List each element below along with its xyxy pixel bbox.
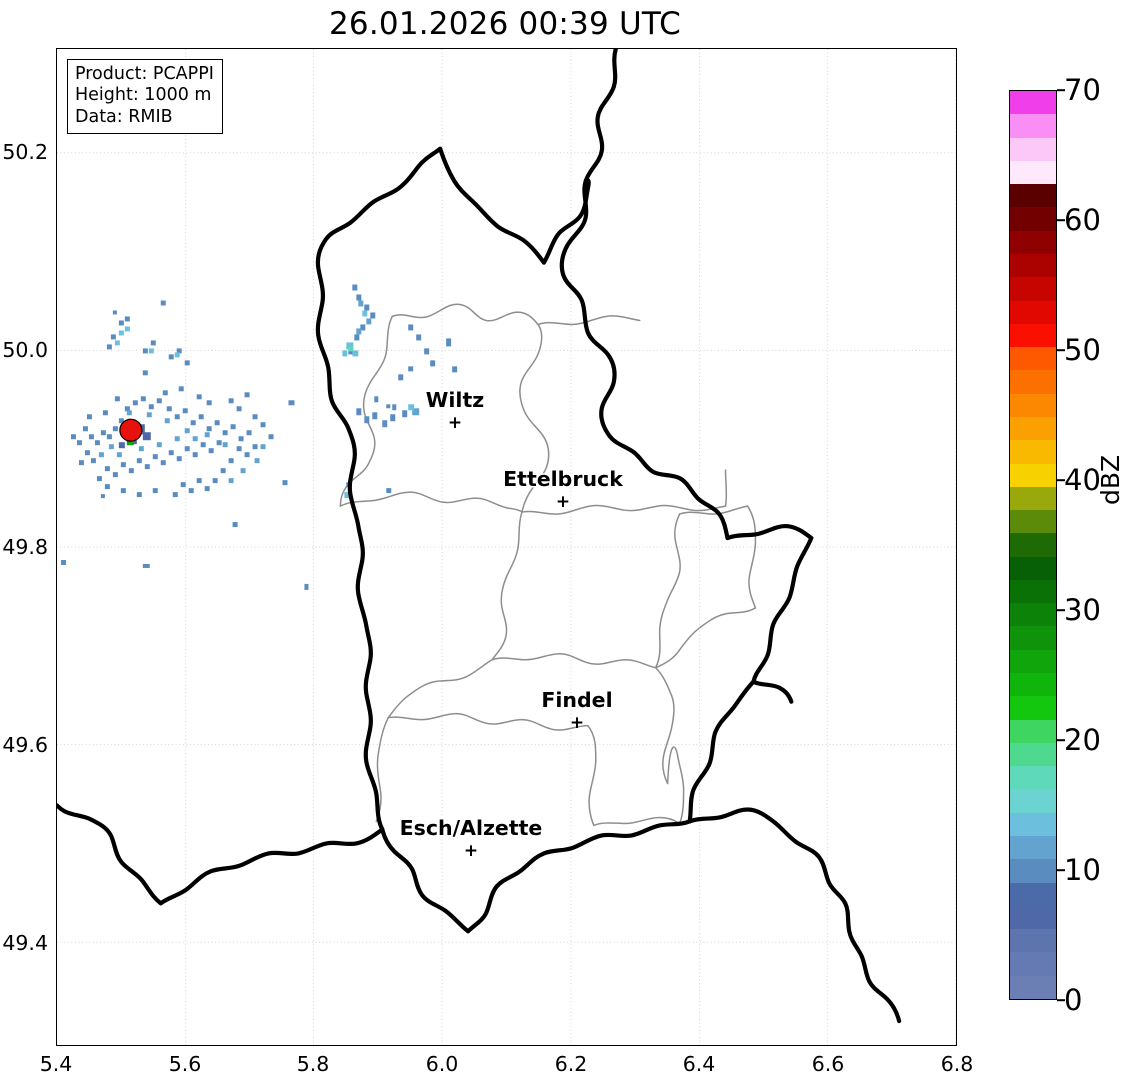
colorbar-tick-label: 70 bbox=[1064, 73, 1101, 107]
colorbar-tick-label: 40 bbox=[1064, 463, 1101, 497]
colorbar-band bbox=[1010, 603, 1056, 627]
colorbar-band bbox=[1010, 719, 1056, 743]
colorbar-band bbox=[1010, 510, 1056, 534]
colorbar-band bbox=[1010, 137, 1056, 161]
colorbar-band bbox=[1010, 812, 1056, 836]
colorbar-tick-label: 60 bbox=[1064, 203, 1101, 237]
colorbar-band bbox=[1010, 905, 1056, 930]
info-product: Product: PCAPPI bbox=[75, 64, 214, 84]
colorbar-band bbox=[1010, 789, 1056, 813]
colorbar-band bbox=[1010, 486, 1056, 511]
colorbar-band bbox=[1010, 463, 1056, 487]
ytick-label: 49.4 bbox=[2, 931, 48, 955]
colorbar-tick-mark bbox=[1057, 349, 1065, 351]
colorbar-tick-label: 30 bbox=[1064, 593, 1101, 627]
colorbar-band bbox=[1010, 742, 1056, 767]
colorbar-band bbox=[1010, 952, 1056, 976]
colorbar-band bbox=[1010, 347, 1056, 371]
xtick-label: 6.4 bbox=[682, 1052, 716, 1076]
colorbar-tick-label: 50 bbox=[1064, 333, 1101, 367]
colorbar-band bbox=[1010, 277, 1056, 301]
colorbar-tick-mark bbox=[1057, 739, 1065, 741]
colorbar-band bbox=[1010, 416, 1056, 441]
colorbar-tick-mark bbox=[1057, 89, 1065, 91]
colorbar-band bbox=[1010, 184, 1056, 208]
colorbar-band bbox=[1010, 253, 1056, 278]
info-height: Height: 1000 m bbox=[75, 85, 212, 106]
radar-site-marker bbox=[119, 418, 143, 442]
map-canvas bbox=[57, 49, 956, 1045]
colorbar-band bbox=[1010, 882, 1056, 906]
colorbar-band bbox=[1010, 207, 1056, 231]
colorbar-band bbox=[1010, 323, 1056, 348]
radar-echoes bbox=[60, 284, 458, 590]
colorbar-tick-mark bbox=[1057, 219, 1065, 221]
colorbar-band bbox=[1010, 533, 1056, 557]
colorbar-band bbox=[1010, 114, 1056, 138]
xtick-label: 5.6 bbox=[168, 1052, 202, 1076]
xtick-label: 6.0 bbox=[425, 1052, 459, 1076]
colorbar-band bbox=[1010, 766, 1056, 790]
xtick-label: 6.2 bbox=[554, 1052, 588, 1076]
gridlines bbox=[57, 49, 956, 1045]
district-boundaries bbox=[339, 303, 757, 827]
figure-title: 26.01.2026 00:39 UTC bbox=[329, 6, 681, 42]
colorbar-band bbox=[1010, 975, 1056, 999]
colorbar-band bbox=[1010, 91, 1056, 115]
xtick-label: 5.4 bbox=[39, 1052, 73, 1076]
colorbar-band bbox=[1010, 393, 1056, 417]
colorbar-band bbox=[1010, 859, 1056, 883]
map-axes: Product: PCAPPI Height: 1000 m Data: RMI… bbox=[56, 48, 957, 1046]
xtick-label: 6.8 bbox=[940, 1052, 974, 1076]
colorbar-tick-label: 0 bbox=[1064, 983, 1083, 1017]
national-borders bbox=[57, 49, 902, 1024]
colorbar-band bbox=[1010, 440, 1056, 464]
xtick-label: 6.6 bbox=[811, 1052, 845, 1076]
colorbar-band bbox=[1010, 160, 1056, 185]
colorbar-tick-mark bbox=[1057, 999, 1065, 1001]
colorbar-band bbox=[1010, 929, 1056, 953]
colorbar-band bbox=[1010, 300, 1056, 324]
colorbar-band bbox=[1010, 696, 1056, 720]
colorbar-tick-label: 10 bbox=[1064, 853, 1101, 887]
colorbar-band bbox=[1010, 673, 1056, 697]
colorbar-band bbox=[1010, 649, 1056, 674]
ytick-label: 50.0 bbox=[2, 338, 48, 362]
colorbar-band bbox=[1010, 230, 1056, 254]
colorbar-tick-mark bbox=[1057, 479, 1065, 481]
info-data: Data: RMIB bbox=[75, 106, 173, 127]
ytick-label: 49.8 bbox=[2, 535, 48, 559]
colorbar-tick-label: 20 bbox=[1064, 723, 1101, 757]
colorbar-gradient bbox=[1010, 91, 1056, 999]
colorbar-band bbox=[1010, 579, 1056, 604]
ytick-label: 49.6 bbox=[2, 733, 48, 757]
colorbar-tick-mark bbox=[1057, 869, 1065, 871]
info-box: Product: PCAPPI Height: 1000 m Data: RMI… bbox=[67, 59, 223, 135]
colorbar bbox=[1009, 90, 1057, 1000]
colorbar-band bbox=[1010, 836, 1056, 860]
ytick-label: 50.2 bbox=[2, 140, 48, 164]
colorbar-band bbox=[1010, 626, 1056, 650]
xtick-label: 5.8 bbox=[296, 1052, 330, 1076]
colorbar-band bbox=[1010, 370, 1056, 394]
colorbar-tick-mark bbox=[1057, 609, 1065, 611]
colorbar-band bbox=[1010, 556, 1056, 580]
